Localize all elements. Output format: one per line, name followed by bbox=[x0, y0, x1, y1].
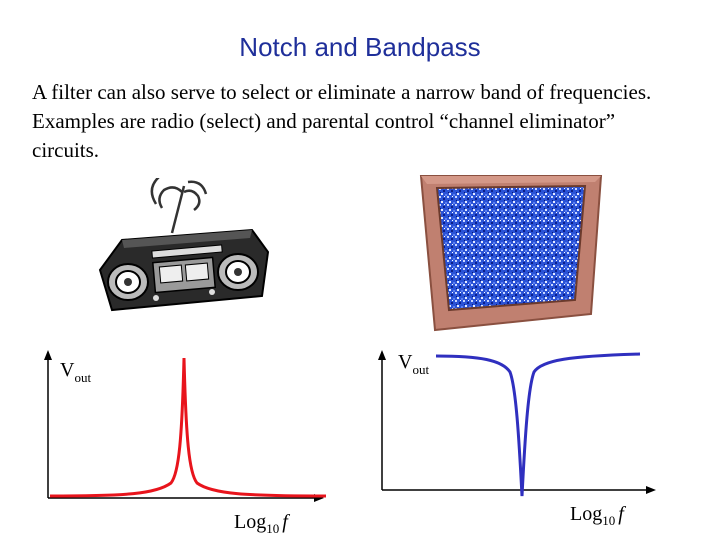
slide-title: Notch and Bandpass bbox=[239, 32, 481, 62]
boombox-radio-icon bbox=[98, 178, 270, 312]
static-tv-icon bbox=[419, 175, 603, 332]
notch-ylabel: Vout bbox=[398, 351, 429, 377]
bandpass-ylabel: Vout bbox=[60, 359, 91, 385]
bandpass-xlabel: Log10 f bbox=[234, 511, 290, 536]
notch-plot: Vout Log10 f bbox=[378, 350, 656, 528]
notch-curve bbox=[435, 352, 641, 497]
bandpass-curve bbox=[49, 357, 327, 498]
slide-body-text: A filter can also serve to select or eli… bbox=[32, 80, 652, 162]
antenna-signal-icon bbox=[150, 178, 208, 234]
bandpass-plot: Vout Log10 f bbox=[44, 350, 327, 536]
notch-xlabel: Log10 f bbox=[570, 503, 626, 528]
